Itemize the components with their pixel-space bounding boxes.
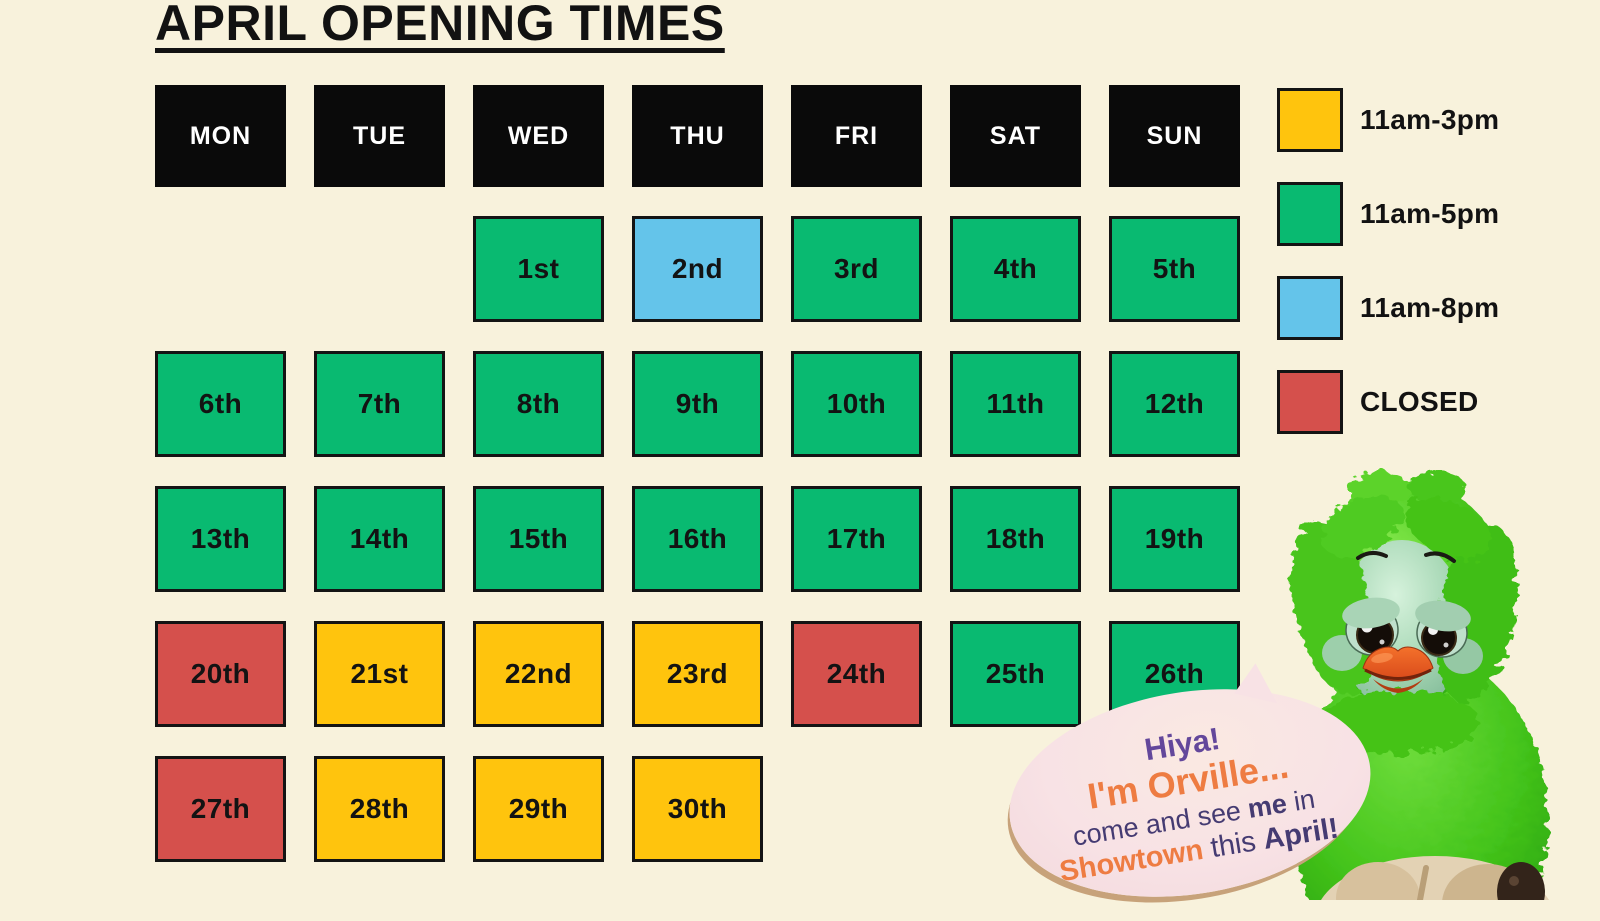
legend-swatch-green — [1277, 182, 1343, 246]
date-cell-25th: 25th — [950, 621, 1081, 727]
mascot-eyebrow-left — [1356, 551, 1388, 560]
legend-swatch-yellow — [1277, 88, 1343, 152]
date-cell-12th: 12th — [1109, 351, 1240, 457]
legend-label: 11am-8pm — [1360, 292, 1500, 323]
date-cell-7th: 7th — [314, 351, 445, 457]
mascot-eyebrow-right — [1424, 551, 1456, 563]
date-cell-15th: 15th — [473, 486, 604, 592]
date-cell-27th: 27th — [155, 756, 286, 862]
mascot-beak — [1362, 646, 1434, 693]
legend-item-11am-5pm: 11am-5pm — [1277, 182, 1499, 246]
day-header-thu: THU — [632, 85, 763, 187]
date-cell-6th: 6th — [155, 351, 286, 457]
date-cell-5th: 5th — [1109, 216, 1240, 322]
legend-item-11am-8pm: 11am-8pm — [1277, 276, 1499, 340]
date-cell-17th: 17th — [791, 486, 922, 592]
legend-label: 11am-3pm — [1360, 104, 1500, 135]
legend-item-11am-3pm: 11am-3pm — [1277, 88, 1499, 152]
date-cell-18th: 18th — [950, 486, 1081, 592]
legend-label: 11am-5pm — [1360, 198, 1500, 229]
date-cell-20th: 20th — [155, 621, 286, 727]
mascot-eye-left — [1342, 597, 1400, 656]
legend-item-closed: CLOSED — [1277, 370, 1499, 434]
day-header-sun: SUN — [1109, 85, 1240, 187]
date-cell-13th: 13th — [155, 486, 286, 592]
page-title: APRIL OPENING TIMES — [155, 0, 725, 51]
date-cell-empty — [791, 756, 922, 862]
date-cell-14th: 14th — [314, 486, 445, 592]
orville-mascot-image — [1291, 472, 1549, 900]
day-header-tue: TUE — [314, 85, 445, 187]
mascot-eye-right — [1415, 600, 1471, 658]
legend-swatch-red — [1277, 370, 1343, 434]
date-cell-4th: 4th — [950, 216, 1081, 322]
date-cell-empty — [155, 216, 286, 322]
day-header-wed: WED — [473, 85, 604, 187]
day-header-mon: MON — [155, 85, 286, 187]
legend-swatch-blue — [1277, 276, 1343, 340]
date-cell-1st: 1st — [473, 216, 604, 322]
date-cell-30th: 30th — [632, 756, 763, 862]
date-cell-10th: 10th — [791, 351, 922, 457]
date-cell-11th: 11th — [950, 351, 1081, 457]
legend-label: CLOSED — [1360, 386, 1479, 417]
date-cell-8th: 8th — [473, 351, 604, 457]
date-cell-16th: 16th — [632, 486, 763, 592]
calendar-grid: MON TUE WED THU FRI SAT SUN 1st 2nd 3rd 4th 5th 6th 7… — [155, 85, 1240, 862]
date-cell-9th: 9th — [632, 351, 763, 457]
day-header-sat: SAT — [950, 85, 1081, 187]
date-cell-28th: 28th — [314, 756, 445, 862]
legend: 11am-3pm 11am-5pm 11am-8pm CLOSED — [1277, 88, 1499, 434]
date-cell-19th: 19th — [1109, 486, 1240, 592]
mascot-bell — [1497, 862, 1545, 900]
date-cell-29th: 29th — [473, 756, 604, 862]
date-cell-23rd: 23rd — [632, 621, 763, 727]
date-cell-21st: 21st — [314, 621, 445, 727]
date-cell-2nd: 2nd — [632, 216, 763, 322]
date-cell-3rd: 3rd — [791, 216, 922, 322]
date-cell-empty — [314, 216, 445, 322]
day-header-fri: FRI — [791, 85, 922, 187]
date-cell-24th: 24th — [791, 621, 922, 727]
date-cell-22nd: 22nd — [473, 621, 604, 727]
